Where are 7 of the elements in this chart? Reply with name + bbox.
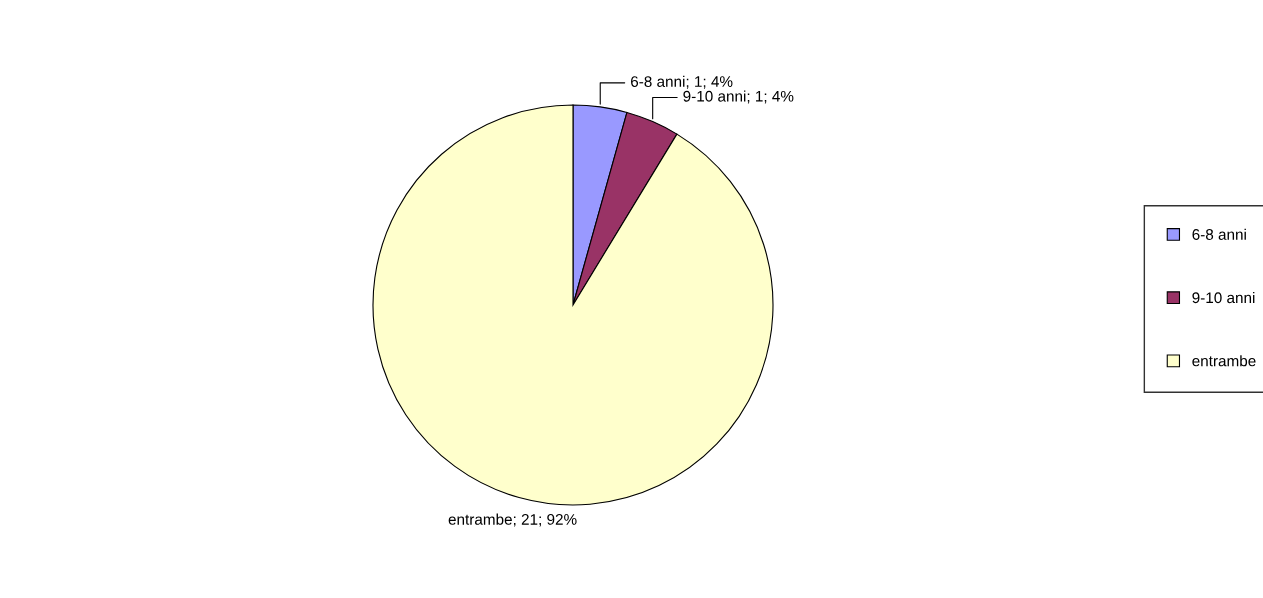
pie-slice [372, 104, 774, 506]
legend-label: 9-10 anni [1192, 291, 1255, 304]
legend-label: 6-8 anni [1192, 228, 1246, 240]
data-label: 6-8 anni; 1; 4% [631, 75, 733, 89]
data-label: 9-10 anni; 1; 4% [683, 90, 794, 104]
data-label: entrambe; 21; 92% [448, 513, 577, 527]
legend-label: entrambe [1192, 355, 1256, 367]
